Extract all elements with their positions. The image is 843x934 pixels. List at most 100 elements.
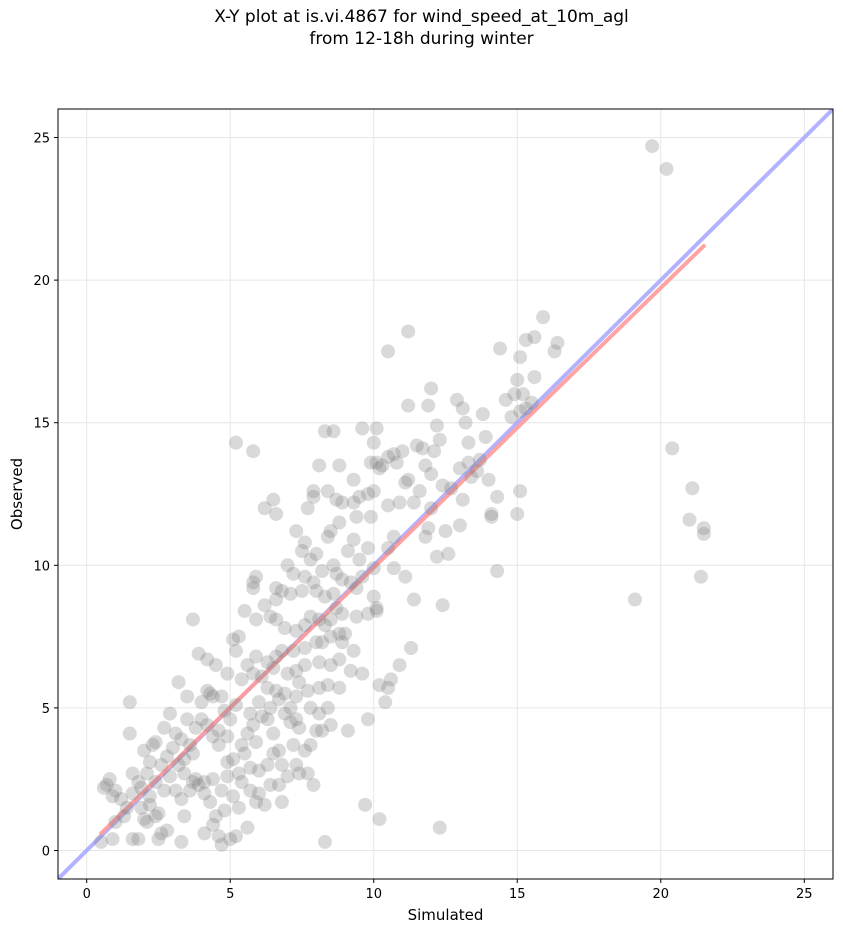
data-point xyxy=(435,598,450,613)
data-point xyxy=(237,746,252,761)
data-point xyxy=(404,641,419,655)
data-point xyxy=(490,489,505,504)
data-point xyxy=(214,783,229,798)
data-point xyxy=(504,410,519,424)
data-point xyxy=(481,472,496,487)
data-point xyxy=(401,398,416,413)
data-point xyxy=(266,726,281,741)
data-point xyxy=(251,763,266,778)
data-point xyxy=(320,678,335,693)
data-point xyxy=(125,786,140,801)
data-point xyxy=(151,832,166,847)
data-point xyxy=(220,769,235,784)
data-point xyxy=(323,718,338,732)
data-point xyxy=(157,783,172,798)
data-point xyxy=(381,541,396,556)
data-point xyxy=(197,775,212,790)
data-point xyxy=(251,695,266,710)
data-point xyxy=(139,814,154,829)
data-point xyxy=(274,795,289,809)
data-point xyxy=(312,612,327,627)
data-point xyxy=(197,786,212,801)
data-point xyxy=(226,752,241,767)
data-point xyxy=(317,834,332,849)
data-point xyxy=(251,786,266,801)
data-point xyxy=(257,501,272,516)
data-point xyxy=(214,689,229,704)
data-point xyxy=(272,777,287,792)
data-point xyxy=(188,720,203,735)
data-point xyxy=(260,655,275,670)
data-point xyxy=(297,569,312,584)
data-point xyxy=(289,663,304,678)
data-point xyxy=(263,777,278,792)
data-point xyxy=(332,680,347,695)
data-point xyxy=(355,421,370,436)
data-point xyxy=(203,686,218,701)
data-point xyxy=(269,506,284,521)
data-point xyxy=(160,749,175,764)
data-point xyxy=(171,675,186,690)
data-point xyxy=(303,609,318,624)
data-point xyxy=(363,455,378,470)
data-point xyxy=(191,646,206,661)
x-tick-label: 25 xyxy=(796,887,813,902)
data-point xyxy=(300,683,315,698)
data-point xyxy=(125,766,140,781)
data-point xyxy=(286,737,301,752)
data-point xyxy=(547,344,562,359)
data-point xyxy=(361,606,375,621)
data-point xyxy=(154,757,169,772)
data-point xyxy=(361,487,375,501)
y-tick-label: 20 xyxy=(33,274,50,289)
data-point xyxy=(401,324,416,339)
data-point xyxy=(180,689,195,704)
data-point xyxy=(455,401,470,416)
data-point xyxy=(160,823,175,838)
data-point xyxy=(228,643,243,658)
data-point xyxy=(231,800,246,815)
data-point xyxy=(272,743,287,758)
data-point xyxy=(119,800,134,815)
data-point xyxy=(372,678,387,693)
data-point xyxy=(174,792,189,807)
data-point xyxy=(223,832,238,847)
data-point xyxy=(378,695,393,710)
data-point xyxy=(427,444,442,459)
data-point xyxy=(226,789,241,804)
data-point xyxy=(148,775,163,790)
data-point xyxy=(472,452,487,467)
data-point xyxy=(183,737,198,752)
data-point xyxy=(484,506,499,521)
x-tick-label: 0 xyxy=(83,887,91,902)
data-point xyxy=(105,832,120,847)
data-point xyxy=(263,700,278,715)
data-point xyxy=(312,680,327,695)
data-point xyxy=(148,809,163,824)
data-point xyxy=(102,772,117,787)
data-point xyxy=(283,700,298,715)
data-point xyxy=(280,666,295,681)
data-point xyxy=(412,484,427,499)
data-point xyxy=(306,489,321,504)
data-point xyxy=(297,658,312,673)
data-point xyxy=(162,706,177,721)
x-axis-label: Simulated xyxy=(408,906,484,924)
data-point xyxy=(174,732,189,747)
data-point xyxy=(108,814,123,829)
data-point xyxy=(177,809,192,824)
data-point xyxy=(234,672,249,687)
data-point xyxy=(197,826,212,841)
data-point xyxy=(220,755,235,770)
data-point xyxy=(96,780,111,795)
data-point xyxy=(134,780,149,795)
data-point xyxy=(228,829,243,844)
data-point xyxy=(240,820,255,835)
data-point xyxy=(240,726,255,741)
data-point xyxy=(383,672,398,687)
data-point xyxy=(200,718,215,732)
data-point xyxy=(217,703,232,718)
data-point xyxy=(134,800,149,815)
data-point xyxy=(185,775,200,790)
data-point xyxy=(444,481,459,496)
